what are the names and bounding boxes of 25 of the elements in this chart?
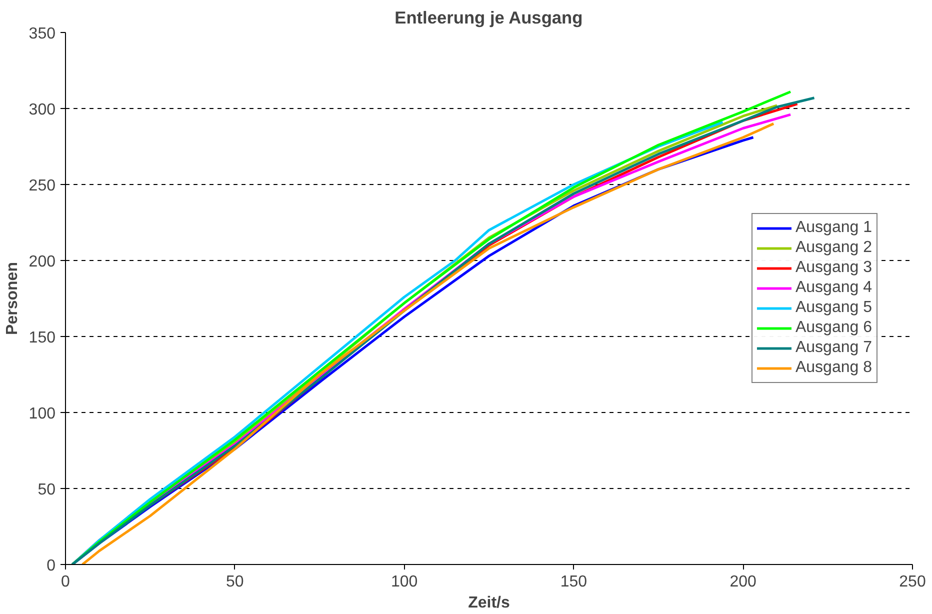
chart-title: Entleerung je Ausgang [394, 8, 583, 28]
y-tick-label: 100 [28, 406, 56, 422]
legend-label: Ausgang 4 [795, 279, 872, 297]
y-tick-label: 150 [28, 330, 56, 346]
y-tick-label: 200 [28, 254, 56, 270]
legend-label: Ausgang 2 [795, 239, 872, 257]
x-tick-label: 0 [61, 574, 70, 590]
x-tick-label: 50 [226, 574, 244, 590]
x-tick-label: 150 [560, 574, 588, 590]
y-tick-label: 50 [38, 482, 56, 498]
legend-label: Ausgang 3 [795, 259, 872, 277]
y-tick-label: 250 [28, 178, 56, 194]
y-axis-title: Personen [4, 262, 21, 335]
y-tick-label: 0 [46, 558, 56, 574]
y-tick-label: 300 [28, 102, 56, 118]
x-tick-label: 250 [899, 574, 926, 590]
x-tick-label: 200 [730, 574, 757, 590]
legend-label: Ausgang 1 [795, 219, 872, 237]
legend-label: Ausgang 7 [795, 339, 872, 357]
legend-label: Ausgang 8 [795, 359, 872, 377]
y-tick-label: 350 [28, 26, 56, 42]
x-axis-title: Zeit/s [468, 594, 510, 612]
legend-label: Ausgang 6 [795, 319, 872, 337]
x-tick-label: 100 [390, 574, 418, 590]
legend-label: Ausgang 5 [795, 299, 872, 317]
